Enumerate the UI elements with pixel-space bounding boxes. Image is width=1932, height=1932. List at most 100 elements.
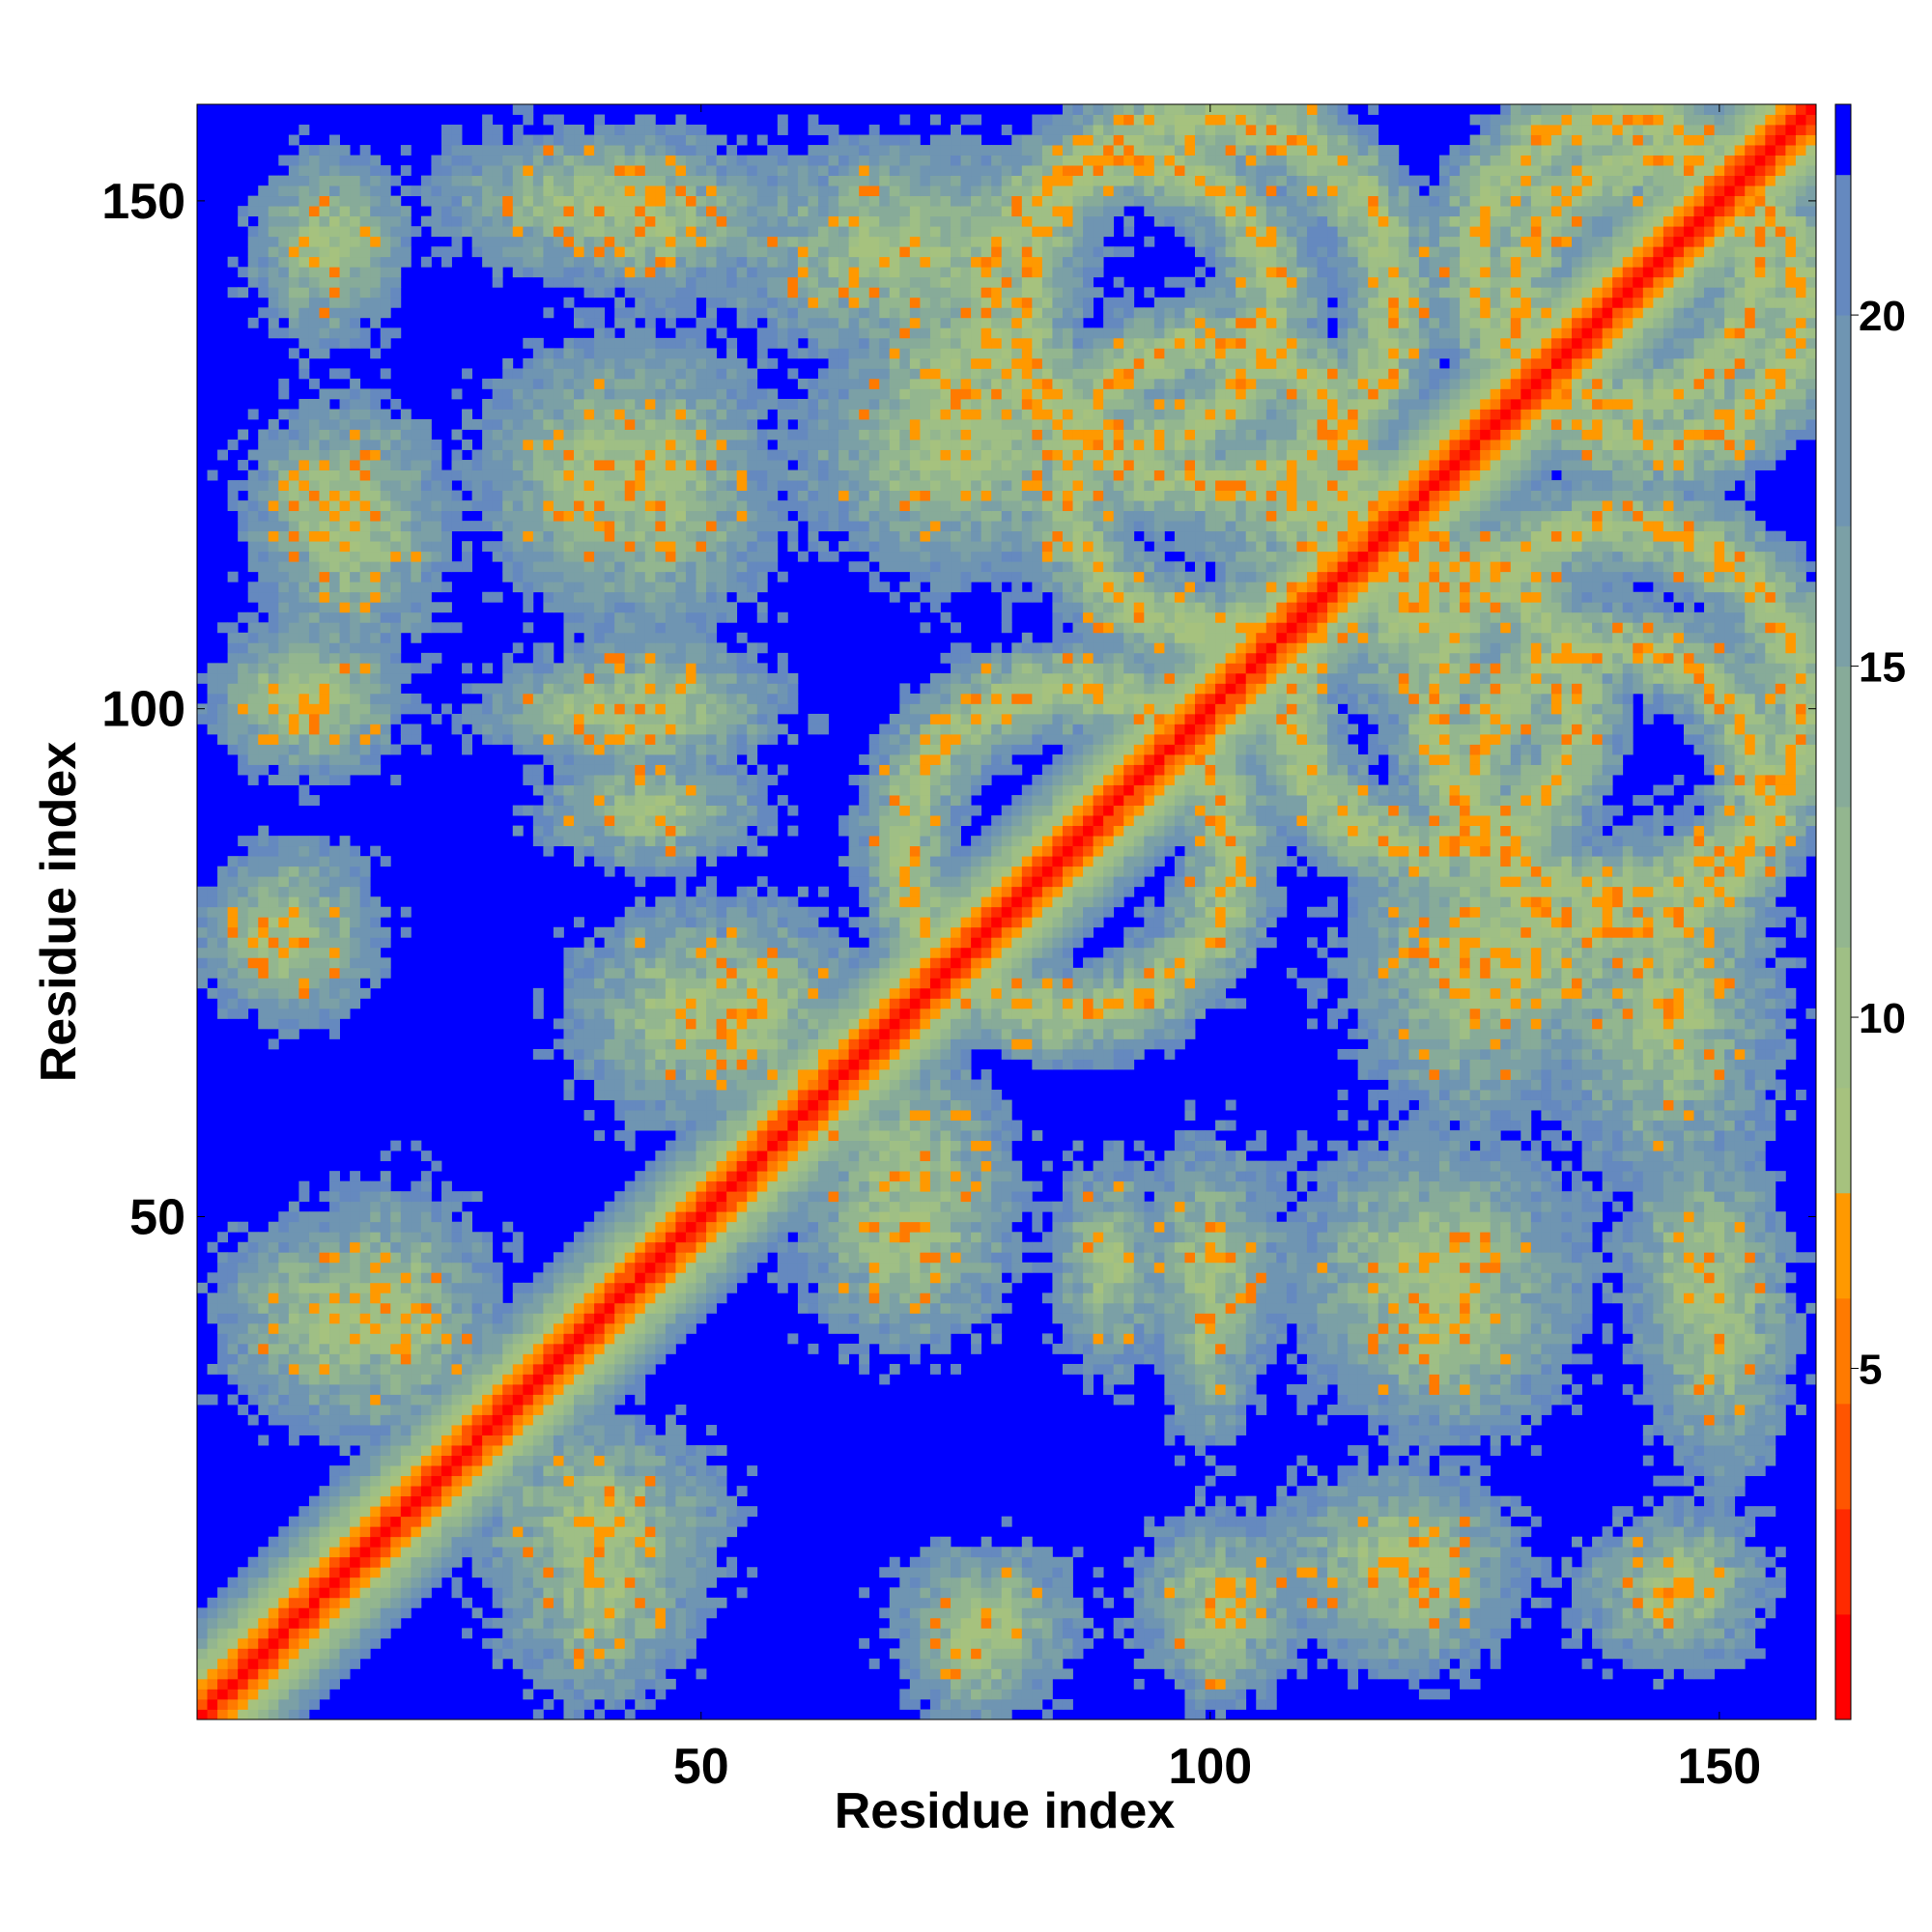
heatmap-cell xyxy=(329,1617,340,1629)
heatmap-cell xyxy=(298,1597,310,1608)
heatmap-cell xyxy=(665,1648,676,1660)
heatmap-cell xyxy=(1775,1282,1786,1293)
heatmap-cell xyxy=(227,1282,239,1293)
heatmap-cell xyxy=(1693,1302,1705,1314)
heatmap-cell xyxy=(1133,1567,1145,1578)
heatmap-cell xyxy=(1327,1486,1338,1497)
heatmap-cell xyxy=(390,1405,402,1415)
heatmap-cell xyxy=(512,1567,524,1578)
heatmap-cell xyxy=(1480,1607,1492,1619)
heatmap-cell xyxy=(400,1455,412,1466)
heatmap-cell xyxy=(1438,1425,1450,1435)
heatmap-cell xyxy=(1724,1648,1736,1660)
heatmap-cell xyxy=(563,1567,575,1578)
heatmap-cell xyxy=(1256,1536,1267,1548)
heatmap-cell xyxy=(848,1262,860,1273)
heatmap-cell xyxy=(563,1547,575,1558)
heatmap-cell xyxy=(1041,1587,1053,1599)
heatmap-cell xyxy=(929,1698,941,1710)
heatmap-cell xyxy=(523,1293,534,1304)
heatmap-cell xyxy=(319,1678,330,1690)
heatmap-cell xyxy=(951,1221,961,1233)
heatmap-cell xyxy=(594,1658,606,1669)
heatmap-cell xyxy=(1174,1333,1185,1345)
heatmap-cell xyxy=(1561,1607,1573,1619)
heatmap-cell xyxy=(1418,1628,1430,1639)
heatmap-cell xyxy=(1662,1322,1674,1334)
heatmap-cell xyxy=(868,1272,880,1284)
heatmap-cell xyxy=(1622,1241,1634,1253)
heatmap-cell xyxy=(1662,1567,1674,1578)
heatmap-cell xyxy=(1236,1698,1247,1710)
heatmap-cell xyxy=(451,1232,463,1243)
heatmap-cell xyxy=(308,1405,320,1415)
heatmap-cell xyxy=(1052,1343,1064,1354)
heatmap-cell xyxy=(899,1637,911,1649)
heatmap-cell xyxy=(420,1262,432,1273)
heatmap-cell xyxy=(1225,1567,1236,1578)
heatmap-cell xyxy=(1438,1486,1450,1497)
heatmap-cell xyxy=(1398,1293,1409,1304)
heatmap-cell xyxy=(1357,1405,1369,1415)
heatmap-cell xyxy=(359,1628,371,1639)
heatmap-cell xyxy=(1673,1567,1685,1578)
heatmap-cell xyxy=(604,1282,615,1293)
heatmap-cell xyxy=(1745,1445,1756,1456)
heatmap-cell xyxy=(1683,1526,1694,1538)
heatmap-cell xyxy=(1469,1383,1481,1395)
heatmap-cell xyxy=(1011,1689,1023,1700)
heatmap-cell xyxy=(329,1486,340,1497)
heatmap-cell xyxy=(1327,1506,1338,1518)
heatmap-cell xyxy=(1520,1293,1532,1304)
heatmap-cell xyxy=(1622,1313,1634,1324)
heatmap-cell xyxy=(1041,1617,1053,1629)
heatmap-cell xyxy=(1348,1293,1359,1304)
heatmap-cell xyxy=(1520,1567,1532,1578)
heatmap-cell xyxy=(1693,1394,1705,1406)
heatmap-cell xyxy=(268,1567,279,1578)
heatmap-cell xyxy=(1500,1536,1512,1548)
heatmap-cell xyxy=(899,1577,911,1588)
heatmap-cell xyxy=(359,1516,371,1527)
heatmap-cell xyxy=(278,1698,290,1710)
heatmap-cell xyxy=(696,1282,707,1293)
heatmap-cell xyxy=(471,1282,483,1293)
heatmap-cell xyxy=(359,1597,371,1608)
heatmap-cell xyxy=(1062,1577,1073,1588)
heatmap-cell xyxy=(1205,1668,1216,1680)
heatmap-cell xyxy=(838,1241,850,1253)
heatmap-cell xyxy=(1754,1405,1766,1415)
heatmap-cell xyxy=(1480,1252,1492,1264)
heatmap-cell xyxy=(197,1698,208,1710)
heatmap-cell xyxy=(482,1567,494,1578)
heatmap-cell xyxy=(1032,1241,1043,1253)
heatmap-cell xyxy=(980,1547,992,1558)
heatmap-cell xyxy=(1683,1232,1694,1243)
heatmap-cell xyxy=(217,1607,229,1619)
heatmap-cell xyxy=(1041,1241,1053,1253)
heatmap-cell xyxy=(1144,1587,1155,1599)
heatmap-cell xyxy=(1236,1516,1247,1527)
heatmap-cell xyxy=(1052,1658,1064,1669)
heatmap-cell xyxy=(1041,1597,1053,1608)
heatmap-cell xyxy=(288,1363,299,1375)
heatmap-cell xyxy=(1093,1353,1104,1365)
heatmap-cell xyxy=(940,1232,952,1243)
heatmap-cell xyxy=(400,1282,412,1293)
heatmap-cell xyxy=(420,1455,432,1466)
heatmap-cell xyxy=(1572,1536,1582,1548)
heatmap-cell xyxy=(991,1597,1003,1608)
heatmap-cell xyxy=(1633,1637,1644,1649)
heatmap-cell xyxy=(1205,1556,1216,1568)
heatmap-cell xyxy=(706,1282,717,1293)
heatmap-cell xyxy=(268,1221,279,1233)
heatmap-cell xyxy=(1174,1567,1185,1578)
heatmap-cell xyxy=(278,1405,290,1415)
heatmap-cell xyxy=(1662,1526,1674,1538)
heatmap-cell xyxy=(1693,1333,1705,1345)
heatmap-cell xyxy=(1653,1363,1664,1375)
heatmap-cell xyxy=(1306,1628,1318,1639)
heatmap-cell xyxy=(1754,1547,1766,1558)
heatmap-cell xyxy=(359,1587,371,1599)
heatmap-cell xyxy=(370,1556,382,1568)
